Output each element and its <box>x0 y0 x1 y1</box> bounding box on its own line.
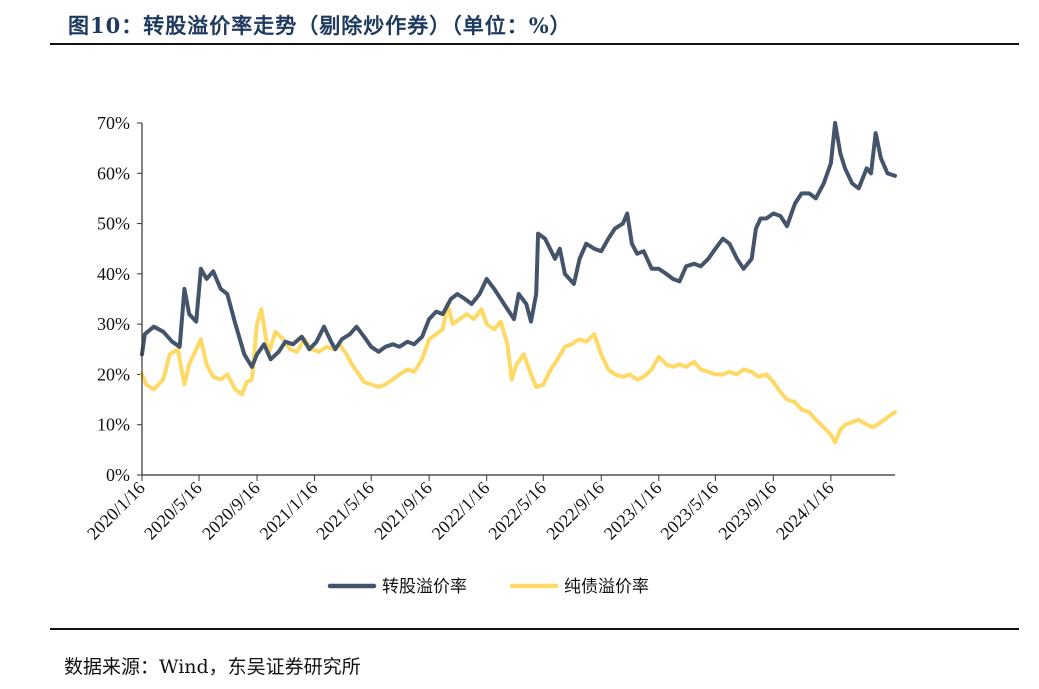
x-tick-label: 2020/1/16 <box>83 478 149 544</box>
x-tick-label: 2022/5/16 <box>484 478 550 544</box>
legend: 转股溢价率 纯债溢价率 <box>327 577 649 597</box>
series-line-0 <box>140 121 897 369</box>
y-tick-label: 40% <box>97 264 130 284</box>
x-tick-label: 2022/1/16 <box>428 478 494 544</box>
x-tick-label: 2020/9/16 <box>198 478 264 544</box>
line-chart: 0% 10% 20% 30% 40% 50% 60% 70% 2020/1/162020/5/… <box>83 113 897 597</box>
y-tick-label: 70% <box>97 113 130 133</box>
data-source: 数据来源：Wind，东吴证券研究所 <box>64 656 361 678</box>
series-lines <box>140 121 897 445</box>
y-tick-label: 10% <box>97 415 130 435</box>
x-tick-label: 2022/9/16 <box>542 478 608 544</box>
x-tick-label: 2023/5/16 <box>656 478 722 544</box>
x-tick-label: 2021/9/16 <box>370 478 436 544</box>
series-line-1 <box>140 302 897 445</box>
y-tick-label: 0% <box>106 465 130 485</box>
x-tick-label: 2023/1/16 <box>600 478 666 544</box>
x-tick-label: 2023/9/16 <box>714 478 780 544</box>
x-tick-label: 2021/1/16 <box>256 478 322 544</box>
x-tick-label: 2020/5/16 <box>140 478 206 544</box>
chart-title: 图10：转股溢价率走势（剔除炒作券）（单位：%） <box>68 13 572 38</box>
y-tick-label: 30% <box>97 314 130 334</box>
y-tick-label: 50% <box>97 214 130 234</box>
legend-label-1: 纯债溢价率 <box>564 577 649 597</box>
y-tick-label: 20% <box>97 364 130 384</box>
y-tick-label: 60% <box>97 163 130 183</box>
x-tick-label: 2024/1/16 <box>772 478 838 544</box>
legend-label-0: 转股溢价率 <box>382 577 467 597</box>
top-rule <box>50 43 1019 45</box>
bottom-rule <box>50 628 1019 630</box>
axes <box>141 123 895 476</box>
x-tick-label: 2021/5/16 <box>312 478 378 544</box>
x-axis-ticks: 2020/1/162020/5/162020/9/162021/1/162021… <box>83 475 838 543</box>
y-axis-ticks: 0% 10% 20% 30% 40% 50% 60% 70% <box>97 113 142 485</box>
